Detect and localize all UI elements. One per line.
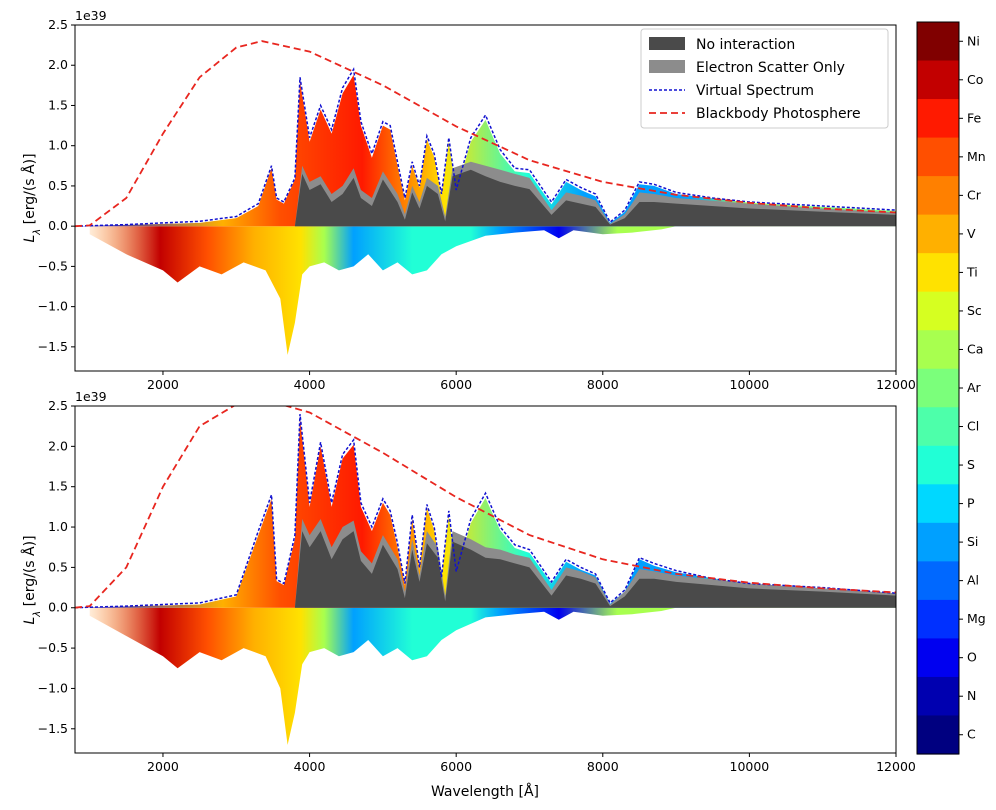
legend-electron-scatter-swatch: [649, 60, 685, 73]
top-axes-frame: [74, 24, 897, 372]
y-tick-label: 2.0: [48, 57, 68, 72]
y-tick-label: 0.5: [48, 559, 68, 574]
top-y-offset-label: 1e39: [75, 8, 107, 23]
legend: No interaction Electron Scatter Only Vir…: [640, 28, 889, 129]
colorbar-label-c: C: [967, 727, 976, 742]
top-panel: 2000 4000 6000 8000 10000 12000 −1.5 −1.0 −0.5 0…: [21, 8, 916, 392]
y-tick-label: 1.5: [48, 479, 68, 494]
x-tick-label: 10000: [730, 377, 770, 392]
legend-box: [640, 28, 889, 129]
y-tick-label: −1.0: [38, 299, 68, 314]
colorbar-label-mg: Mg: [967, 611, 986, 626]
colorbar-segment-c: [917, 715, 959, 755]
colorbar-label-al: Al: [967, 573, 979, 588]
y-tick-label: 2.5: [48, 17, 68, 32]
colorbar-segment-mg: [917, 599, 959, 640]
colorbar-label-v: V: [967, 226, 976, 241]
colorbar-segment-cr: [917, 176, 959, 216]
colorbar-segment-ca: [917, 330, 959, 370]
virtual-spectrum-line: [75, 67, 896, 227]
bottom-y-axis-label: Lλ [erg/(s Å)]: [21, 535, 43, 624]
virtual-spectrum-line: [75, 414, 896, 609]
colorbar-label-cr: Cr: [967, 187, 982, 202]
no-interaction-area: [294, 531, 896, 608]
y-tick-label: 1.0: [48, 138, 68, 153]
colorbar-segment-cl: [917, 407, 959, 447]
x-tick-label: 12000: [876, 377, 916, 392]
colorbar-label-si: Si: [967, 534, 978, 549]
colorbar-label-ni: Ni: [967, 33, 980, 48]
legend-virtual-spectrum: Virtual Spectrum: [696, 83, 814, 99]
y-tick-label: −0.5: [38, 258, 68, 273]
element-colorbar: Ni Co Fe Mn Cr V Ti Sc Ca Ar Cl S P Si Al Mg O N C: [916, 21, 986, 755]
absorption-area: [89, 607, 677, 745]
colorbar-label-mn: Mn: [967, 149, 986, 164]
emission-area: [75, 74, 896, 227]
colorbar-label-n: N: [967, 688, 976, 703]
colorbar-label-p: P: [967, 496, 975, 511]
y-tick-label: 1.5: [48, 97, 68, 112]
absorption-area: [89, 226, 677, 355]
y-tick-label: 2.0: [48, 438, 68, 453]
x-axis-label: Wavelength [Å]: [431, 783, 539, 800]
legend-no-interaction-swatch: [649, 37, 685, 50]
legend-no-interaction: No interaction: [696, 37, 795, 53]
colorbar-segment-o: [917, 638, 959, 678]
colorbar-segment-s: [917, 445, 959, 485]
colorbar-segment-v: [917, 214, 959, 254]
y-tick-label: 0.0: [48, 218, 68, 233]
y-tick-label: −1.0: [38, 680, 68, 695]
legend-electron-scatter: Electron Scatter Only: [696, 60, 845, 76]
x-tick-label: 6000: [440, 759, 472, 774]
bottom-panel: 2000 4000 6000 8000 10000 12000 −1.5 −1.0 −0.5 0…: [21, 389, 916, 800]
x-tick-label: 8000: [587, 759, 619, 774]
colorbar-label-cl: Cl: [967, 419, 979, 434]
x-tick-label: 4000: [294, 759, 326, 774]
y-tick-label: 1.0: [48, 519, 68, 534]
top-y-axis-label: Lλ [erg/(s Å)]: [21, 153, 43, 242]
y-tick-label: 0.0: [48, 600, 68, 615]
colorbar-segment-ni: [917, 22, 959, 62]
blackbody-line: [75, 40, 896, 228]
colorbar-label-s: S: [967, 457, 975, 472]
colorbar-label-ca: Ca: [967, 341, 983, 356]
colorbar-segment-n: [917, 676, 959, 717]
colorbar-segment-mn: [917, 137, 959, 177]
colorbar-segment-p: [917, 484, 959, 524]
x-tick-label: 4000: [294, 377, 326, 392]
colorbar-label-co: Co: [967, 72, 983, 87]
emission-area: [75, 418, 896, 608]
x-tick-label: 2000: [147, 759, 179, 774]
colorbar-frame: [916, 21, 960, 755]
blackbody-line: [75, 406, 896, 609]
colorbar-segment-si: [917, 522, 959, 562]
colorbar-segment-ar: [917, 368, 959, 408]
x-tick-label: 2000: [147, 377, 179, 392]
colorbar-label-o: O: [967, 650, 977, 665]
colorbar-label-ti: Ti: [966, 264, 978, 279]
colorbar-segment-ti: [917, 253, 959, 293]
x-tick-label: 8000: [587, 377, 619, 392]
y-tick-label: 0.5: [48, 178, 68, 193]
colorbar-segment-sc: [917, 291, 959, 331]
colorbar-label-fe: Fe: [967, 110, 982, 125]
electron-scatter-area: [294, 519, 896, 608]
legend-blackbody: Blackbody Photosphere: [696, 106, 861, 122]
bottom-y-offset-label: 1e39: [75, 389, 107, 404]
x-tick-label: 12000: [876, 759, 916, 774]
bottom-axes-frame: [74, 405, 897, 754]
colorbar-label-sc: Sc: [967, 303, 982, 318]
colorbar-segment-co: [917, 60, 959, 100]
y-tick-label: −0.5: [38, 640, 68, 655]
x-tick-label: 10000: [730, 759, 770, 774]
y-tick-label: −1.5: [38, 339, 68, 354]
y-tick-label: 2.5: [48, 398, 68, 413]
colorbar-segment-al: [917, 561, 959, 601]
x-tick-label: 6000: [440, 377, 472, 392]
colorbar-label-ar: Ar: [967, 380, 982, 395]
colorbar-segment-fe: [917, 99, 959, 139]
y-tick-label: −1.5: [38, 721, 68, 736]
no-interaction-area: [294, 169, 896, 227]
